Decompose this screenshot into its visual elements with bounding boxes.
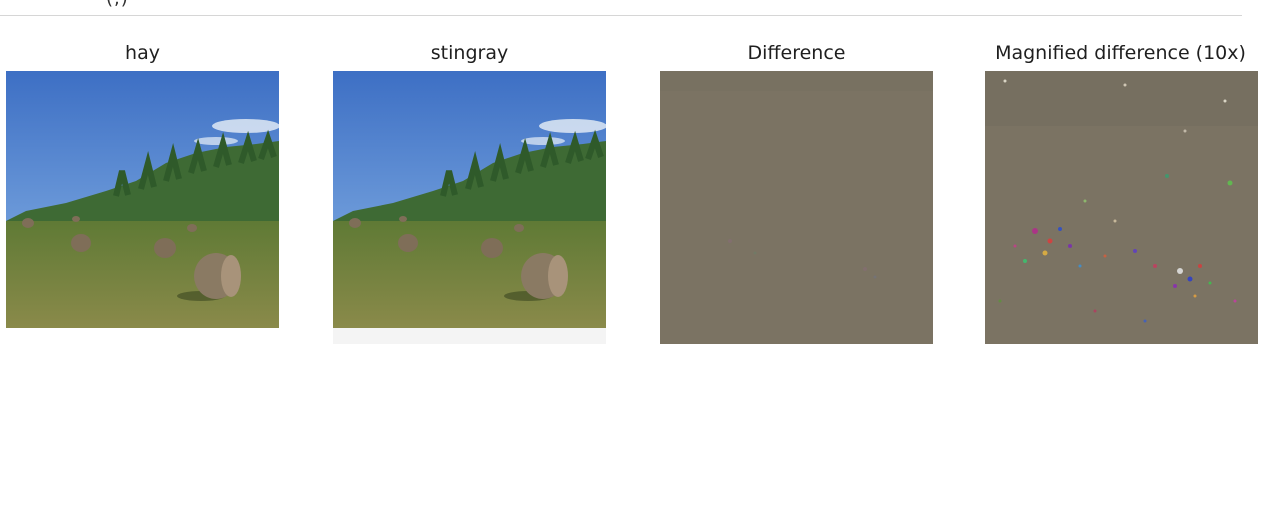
magnified-difference-image (985, 71, 1258, 344)
difference-noise-svg (660, 71, 933, 344)
output-fragment: (,) (106, 0, 129, 9)
panel-title-difference: Difference (747, 42, 846, 64)
panel-title-magnified-difference: Magnified difference (10x) (995, 42, 1246, 64)
difference-image (660, 71, 933, 344)
hay-image (6, 71, 279, 328)
panel-title-stingray: stingray (430, 42, 509, 64)
hay-photo-svg (6, 71, 279, 328)
output-divider (0, 15, 1242, 16)
stingray-photo-svg (333, 71, 606, 344)
panel-title-hay: hay (125, 42, 160, 64)
stingray-image (333, 71, 606, 344)
magnified-noise-svg (985, 71, 1258, 344)
